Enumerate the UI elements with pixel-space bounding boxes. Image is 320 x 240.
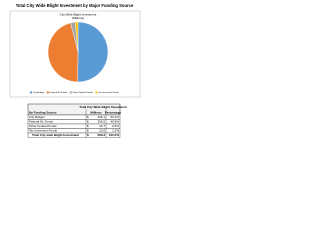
pie xyxy=(47,21,109,83)
page-title: Total City Wide Blight Investment by Maj… xyxy=(16,3,134,8)
table: Total City Wide Blight Investment By Fund… xyxy=(27,103,127,138)
percentage: 45.8% xyxy=(110,120,119,124)
column-header: By Funding Source xyxy=(29,110,57,114)
row-label: City Budget xyxy=(29,115,45,119)
column-header: Millions xyxy=(90,110,101,114)
row-label: Total City-wide Blight Investment xyxy=(32,133,79,137)
legend-swatch xyxy=(95,91,98,94)
currency: $ xyxy=(87,124,89,128)
pie-slice xyxy=(74,21,79,53)
column-header: Percentage xyxy=(105,110,122,114)
currency: $ xyxy=(87,120,89,124)
row-label: Federal HL Funds xyxy=(29,120,53,124)
legend-label: Federal HL Funds xyxy=(50,91,68,94)
legend-label: Tax Increment Funds xyxy=(98,91,119,94)
table-header: Total City Wide Blight Investment xyxy=(79,105,126,109)
legend-label: Other Federal Funds xyxy=(73,91,94,94)
legend-swatch xyxy=(30,91,32,94)
currency: $ xyxy=(87,133,89,137)
row-label: Other Federal Funds xyxy=(29,124,57,128)
percentage: 100.0% xyxy=(109,133,120,137)
chart-title: City Wide Blight Investment xyxy=(60,12,97,16)
chart-subtitle: (Millions) xyxy=(72,16,84,20)
table-row xyxy=(27,132,121,138)
amount: 10.0 xyxy=(99,129,105,133)
percentage: 2.5% xyxy=(112,124,119,128)
percentage: 50.2% xyxy=(110,115,119,119)
amount: 669.3 xyxy=(97,133,105,137)
currency: $ xyxy=(87,115,89,119)
legend-swatch xyxy=(46,91,49,94)
percentage: 1.5% xyxy=(112,129,119,133)
amount: 16.7 xyxy=(99,124,105,128)
pie-slice xyxy=(47,22,79,83)
legend-swatch xyxy=(69,91,72,94)
currency: $ xyxy=(87,129,89,133)
legend-label: City Budget xyxy=(33,91,45,94)
page: Total City Wide Blight Investment by Maj… xyxy=(9,3,141,138)
legend: City Budget Federal HL Funds Other Federal… xyxy=(30,91,120,94)
row-label: Tax Increment Funds xyxy=(29,129,58,133)
pie-slice xyxy=(77,21,109,83)
amount: 306.5 xyxy=(97,120,105,124)
amount: 336.1 xyxy=(97,115,105,119)
